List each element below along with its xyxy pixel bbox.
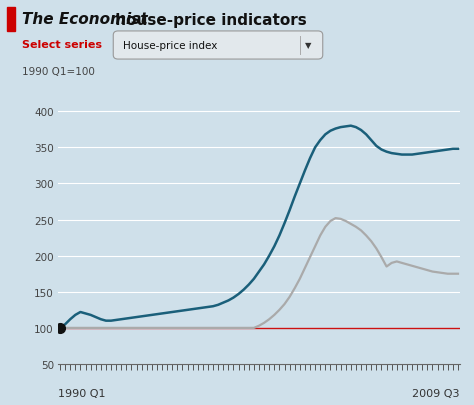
Text: Select series: Select series <box>22 40 102 50</box>
Text: house-price indicators: house-price indicators <box>109 13 306 28</box>
Text: 1990 Q1=100: 1990 Q1=100 <box>22 67 95 77</box>
Text: ▼: ▼ <box>305 41 312 50</box>
Text: The Economist: The Economist <box>22 13 147 28</box>
Text: 1990 Q1: 1990 Q1 <box>58 388 106 399</box>
Text: House-price index: House-price index <box>123 41 217 51</box>
Text: 2009 Q3: 2009 Q3 <box>412 388 460 399</box>
